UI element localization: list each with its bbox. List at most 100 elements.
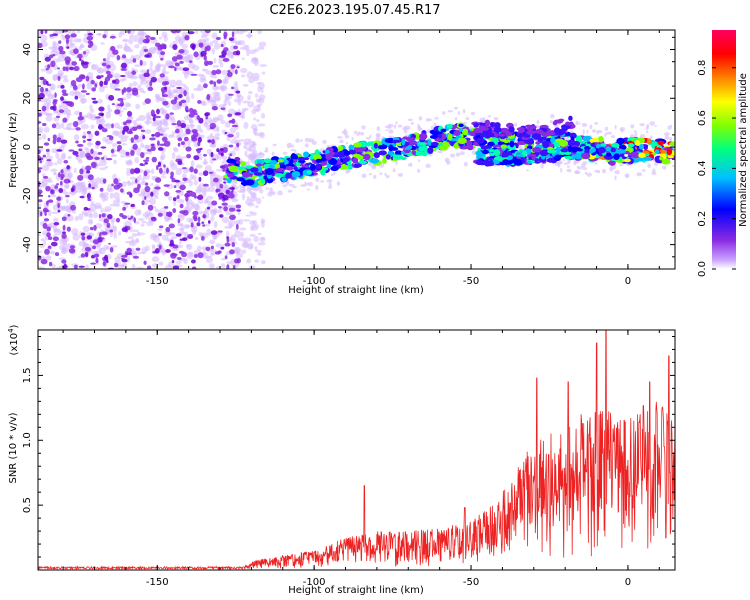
noise-speckle xyxy=(175,260,182,265)
noise-speckle xyxy=(251,109,257,115)
noise-speckle xyxy=(228,193,235,199)
noise-speckle xyxy=(87,198,92,202)
noise-speckle xyxy=(184,193,190,198)
noise-speckle xyxy=(164,191,170,197)
signal-halo xyxy=(384,172,387,177)
noise-speckle xyxy=(148,72,156,78)
noise-speckle xyxy=(161,136,168,142)
spectrogram-frame xyxy=(37,29,676,270)
noise-speckle xyxy=(52,224,58,232)
signal-halo xyxy=(407,118,413,122)
noise-speckle xyxy=(113,262,119,268)
signal-track-point xyxy=(253,172,263,176)
signal-halo xyxy=(562,158,566,161)
noise-speckle xyxy=(62,101,69,104)
signal-halo xyxy=(645,130,649,134)
noise-speckle xyxy=(145,221,154,227)
noise-speckle xyxy=(75,127,81,131)
spectrogram-y-label: Frequency (Hz) xyxy=(8,112,19,188)
noise-speckle xyxy=(58,45,64,52)
noise-speckle xyxy=(89,133,93,141)
noise-speckle xyxy=(195,148,201,152)
noise-speckle xyxy=(69,245,76,249)
noise-speckle xyxy=(45,115,53,122)
noise-speckle xyxy=(132,229,140,233)
noise-speckle xyxy=(170,99,177,105)
noise-speckle xyxy=(180,99,187,104)
signal-halo xyxy=(417,168,421,173)
signal-halo xyxy=(375,136,381,142)
signal-halo xyxy=(672,164,675,168)
signal-track-point xyxy=(265,168,274,176)
noise-speckle xyxy=(220,43,224,48)
noise-speckle xyxy=(161,67,167,76)
noise-speckle xyxy=(52,104,57,112)
noise-speckle xyxy=(177,137,183,142)
noise-speckle xyxy=(55,73,63,77)
signal-track-point xyxy=(378,150,387,156)
noise-speckle xyxy=(241,242,249,248)
noise-speckle xyxy=(113,231,117,240)
noise-speckle xyxy=(203,153,207,157)
noise-speckle xyxy=(86,83,93,90)
noise-speckle xyxy=(122,125,130,132)
y-tick-label: 1.5 xyxy=(22,367,33,383)
noise-speckle xyxy=(155,177,162,183)
noise-speckle xyxy=(94,202,102,210)
upper-track-point xyxy=(484,119,491,127)
noise-speckle xyxy=(161,150,165,155)
signal-halo xyxy=(450,153,456,158)
noise-speckle xyxy=(50,241,58,247)
noise-speckle xyxy=(66,123,72,131)
noise-speckle xyxy=(144,185,151,193)
noise-speckle xyxy=(211,200,218,206)
noise-speckle xyxy=(69,66,75,71)
noise-speckle xyxy=(126,214,130,219)
signal-halo xyxy=(294,150,297,154)
noise-speckle xyxy=(160,57,164,61)
signal-halo xyxy=(410,121,414,126)
signal-halo xyxy=(609,167,614,172)
noise-speckle xyxy=(154,115,162,119)
noise-speckle xyxy=(118,149,127,155)
noise-speckle xyxy=(58,40,62,44)
noise-speckle xyxy=(38,126,44,134)
signal-halo xyxy=(261,196,265,199)
upper-track-point xyxy=(553,119,564,124)
noise-speckle xyxy=(179,60,184,64)
noise-speckle xyxy=(41,133,47,140)
signal-halo xyxy=(581,122,588,127)
signal-halo xyxy=(586,129,589,134)
noise-speckle xyxy=(86,35,94,41)
noise-speckle xyxy=(38,199,43,203)
signal-halo xyxy=(311,140,317,145)
noise-speckle xyxy=(54,185,58,189)
noise-speckle xyxy=(235,50,241,56)
noise-speckle xyxy=(100,146,107,149)
noise-speckle xyxy=(255,197,262,205)
noise-speckle xyxy=(70,204,77,211)
secondary-track-point xyxy=(574,152,583,160)
noise-speckle xyxy=(181,173,187,179)
noise-speckle xyxy=(209,144,217,148)
noise-speckle xyxy=(198,172,205,176)
noise-speckle xyxy=(47,137,51,142)
noise-speckle xyxy=(106,188,114,193)
noise-speckle xyxy=(93,224,97,231)
noise-speckle xyxy=(90,79,95,85)
noise-speckle xyxy=(103,218,109,224)
noise-speckle xyxy=(180,122,187,129)
noise-speckle xyxy=(178,237,182,245)
noise-speckle xyxy=(67,30,72,35)
noise-speckle xyxy=(99,232,102,239)
noise-speckle xyxy=(235,131,240,139)
signal-halo xyxy=(649,121,656,126)
noise-speckle xyxy=(99,167,107,171)
noise-speckle xyxy=(52,42,60,48)
signal-halo xyxy=(418,126,421,131)
signal-halo xyxy=(614,124,617,130)
noise-speckle xyxy=(39,245,45,248)
noise-speckle xyxy=(215,69,222,75)
noise-speckle xyxy=(61,259,67,264)
noise-speckle xyxy=(111,123,114,129)
